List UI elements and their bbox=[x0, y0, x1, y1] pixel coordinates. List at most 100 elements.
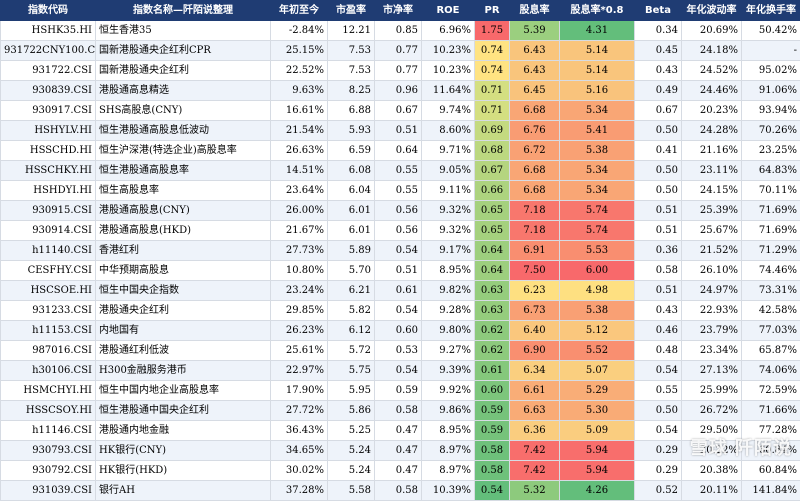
cell-turnover: 60.84% bbox=[742, 461, 800, 481]
cell-code: 930917.CSI bbox=[1, 101, 96, 121]
cell-turnover: 71.69% bbox=[742, 221, 800, 241]
cell-pb: 0.96 bbox=[375, 81, 422, 101]
cell-dividend-yield-08: 4.31 bbox=[560, 21, 635, 41]
cell-ytd: 25.61% bbox=[271, 341, 328, 361]
cell-dividend-yield-08: 6.00 bbox=[560, 261, 635, 281]
cell-pr: 0.66 bbox=[475, 181, 510, 201]
cell-volatility: 25.39% bbox=[682, 201, 742, 221]
cell-dividend-yield: 6.68 bbox=[510, 181, 560, 201]
cell-dividend-yield-08: 5.34 bbox=[560, 181, 635, 201]
cell-roe: 10.23% bbox=[422, 61, 475, 81]
cell-name: 港股通高股息(HKD) bbox=[96, 221, 271, 241]
cell-pr: 0.58 bbox=[475, 461, 510, 481]
cell-turnover: 65.87% bbox=[742, 341, 800, 361]
cell-dividend-yield: 6.45 bbox=[510, 81, 560, 101]
cell-volatility: 23.79% bbox=[682, 321, 742, 341]
cell-name: 国新港股通央企红利 bbox=[96, 61, 271, 81]
cell-dividend-yield: 6.23 bbox=[510, 281, 560, 301]
cell-name: 港股通央企红利 bbox=[96, 301, 271, 321]
cell-pb: 0.53 bbox=[375, 341, 422, 361]
cell-turnover: - bbox=[742, 41, 800, 61]
cell-roe: 9.82% bbox=[422, 281, 475, 301]
header-ytd: 年初至今 bbox=[271, 1, 328, 21]
cell-name: 恒生港股通高股息低波动 bbox=[96, 121, 271, 141]
header-beta: Beta bbox=[635, 1, 682, 21]
cell-volatility: 24.97% bbox=[682, 281, 742, 301]
cell-beta: 0.51 bbox=[635, 201, 682, 221]
cell-dividend-yield: 6.34 bbox=[510, 361, 560, 381]
cell-turnover: 50.42% bbox=[742, 21, 800, 41]
cell-pe: 5.82 bbox=[328, 301, 375, 321]
cell-pb: 0.47 bbox=[375, 441, 422, 461]
cell-volatility: 22.93% bbox=[682, 301, 742, 321]
cell-roe: 10.39% bbox=[422, 481, 475, 501]
cell-pb: 0.54 bbox=[375, 301, 422, 321]
cell-dividend-yield: 6.72 bbox=[510, 141, 560, 161]
cell-code: h11140.CSI bbox=[1, 241, 96, 261]
cell-pe: 7.53 bbox=[328, 61, 375, 81]
cell-pe: 5.70 bbox=[328, 261, 375, 281]
cell-pr: 0.71 bbox=[475, 81, 510, 101]
cell-volatility: 27.13% bbox=[682, 361, 742, 381]
header-pr: PR bbox=[475, 1, 510, 21]
cell-pb: 0.54 bbox=[375, 241, 422, 261]
cell-pe: 6.04 bbox=[328, 181, 375, 201]
cell-pe: 5.86 bbox=[328, 401, 375, 421]
cell-pb: 0.67 bbox=[375, 101, 422, 121]
cell-volatility: 24.46% bbox=[682, 81, 742, 101]
cell-dividend-yield-08: 5.14 bbox=[560, 61, 635, 81]
cell-roe: 9.80% bbox=[422, 321, 475, 341]
cell-pb: 0.56 bbox=[375, 221, 422, 241]
cell-code: HSHYLV.HI bbox=[1, 121, 96, 141]
cell-pe: 5.58 bbox=[328, 481, 375, 501]
cell-beta: 0.43 bbox=[635, 61, 682, 81]
table-row: 931722CNY100.CSI国新港股通央企红利CPR25.15%7.530.… bbox=[1, 41, 800, 61]
cell-pr: 0.59 bbox=[475, 401, 510, 421]
cell-name: 恒生沪深港(特选企业)高股息率 bbox=[96, 141, 271, 161]
cell-pe: 5.72 bbox=[328, 341, 375, 361]
cell-code: h11153.CSI bbox=[1, 321, 96, 341]
cell-dividend-yield: 6.68 bbox=[510, 161, 560, 181]
cell-code: 931233.CSI bbox=[1, 301, 96, 321]
cell-volatility: 24.28% bbox=[682, 121, 742, 141]
cell-pe: 12.21 bbox=[328, 21, 375, 41]
cell-name: 港股通高息精选 bbox=[96, 81, 271, 101]
cell-name: 香港红利 bbox=[96, 241, 271, 261]
cell-volatility: 24.52% bbox=[682, 61, 742, 81]
cell-dividend-yield: 6.36 bbox=[510, 421, 560, 441]
cell-dividend-yield: 6.43 bbox=[510, 61, 560, 81]
cell-code: HSMCHYI.HI bbox=[1, 381, 96, 401]
cell-turnover: 73.31% bbox=[742, 281, 800, 301]
cell-turnover: 70.11% bbox=[742, 181, 800, 201]
cell-beta: 0.50 bbox=[635, 161, 682, 181]
cell-turnover: 77.28% bbox=[742, 421, 800, 441]
cell-ytd: 10.80% bbox=[271, 261, 328, 281]
cell-roe: 9.11% bbox=[422, 181, 475, 201]
cell-code: CESFHY.CSI bbox=[1, 261, 96, 281]
cell-dividend-yield-08: 5.74 bbox=[560, 221, 635, 241]
cell-turnover: 71.29% bbox=[742, 241, 800, 261]
cell-ytd: 29.85% bbox=[271, 301, 328, 321]
cell-code: HSSCSOY.HI bbox=[1, 401, 96, 421]
cell-ytd: 22.52% bbox=[271, 61, 328, 81]
cell-ytd: 27.73% bbox=[271, 241, 328, 261]
cell-dividend-yield-08: 5.30 bbox=[560, 401, 635, 421]
cell-code: 987016.CSI bbox=[1, 341, 96, 361]
cell-beta: 0.48 bbox=[635, 341, 682, 361]
cell-volatility: 25.67% bbox=[682, 221, 742, 241]
cell-beta: 0.52 bbox=[635, 481, 682, 501]
cell-dividend-yield-08: 5.12 bbox=[560, 321, 635, 341]
cell-ytd: 30.02% bbox=[271, 461, 328, 481]
cell-name: 中华预期高股息 bbox=[96, 261, 271, 281]
cell-roe: 8.60% bbox=[422, 121, 475, 141]
cell-dividend-yield-08: 5.74 bbox=[560, 201, 635, 221]
